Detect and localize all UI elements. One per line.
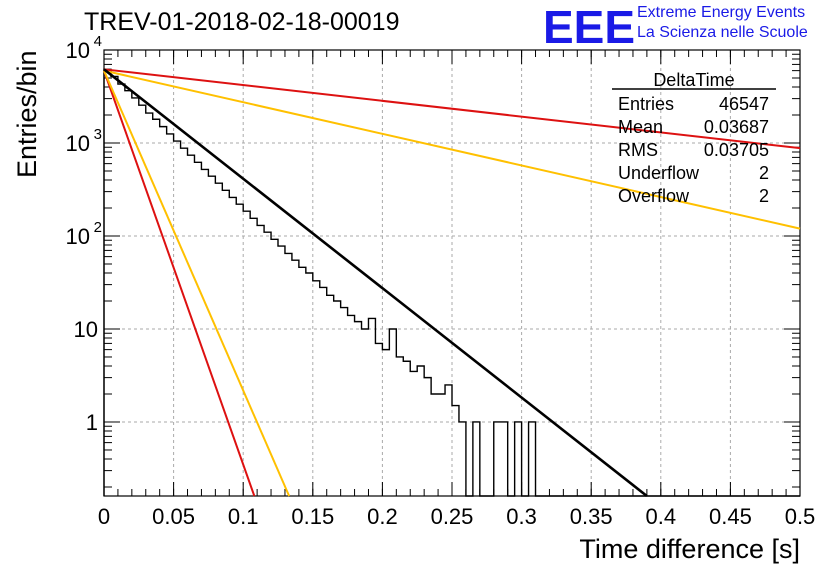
x-axis-label: Time difference [s] — [579, 534, 800, 564]
fit-line-0 — [103, 70, 256, 497]
y-tick-exponent: 3 — [94, 126, 102, 143]
chart-title: TREV-01-2018-02-18-00019 — [84, 8, 400, 36]
fit-line-4 — [103, 68, 648, 498]
stats-box-value: 0.03687 — [704, 117, 769, 137]
y-tick-label: 10 — [74, 317, 98, 342]
fit-line-1 — [103, 70, 291, 497]
histogram-line — [103, 68, 800, 497]
logo-line-2: La Scienza nelle Scuole — [637, 24, 808, 41]
x-tick-label: 0.25 — [431, 504, 474, 529]
x-tick-label: 0.05 — [152, 504, 195, 529]
x-tick-label: 0.15 — [291, 504, 334, 529]
stats-box-value: 2 — [759, 186, 769, 206]
x-tick-label: 0.3 — [506, 504, 537, 529]
logo-line-1: Extreme Energy Events — [637, 4, 806, 21]
fit-line-3 — [103, 68, 801, 150]
x-tick-label: 0.35 — [570, 504, 613, 529]
stats-box-label: Mean — [618, 117, 663, 137]
x-tick-label: 0 — [98, 504, 110, 529]
stats-box-label: Entries — [618, 94, 674, 114]
stats-box-value: 2 — [759, 163, 769, 183]
x-tick-label: 0.2 — [367, 504, 398, 529]
x-tick-label: 0.45 — [709, 504, 752, 529]
y-tick-label: 10 — [66, 224, 90, 249]
stats-box-title: DeltaTime — [653, 70, 734, 90]
x-tick-label: 0.5 — [785, 504, 816, 529]
y-tick-label: 10 — [66, 38, 90, 63]
fit-line-2 — [103, 69, 801, 230]
y-tick-label: 1 — [86, 410, 98, 435]
x-tick-label: 0.4 — [646, 504, 677, 529]
stats-box-label: Overflow — [618, 186, 690, 206]
stats-box-label: Underflow — [618, 163, 700, 183]
stats-box-value: 0.03705 — [704, 140, 769, 160]
stats-box-value: 46547 — [719, 94, 769, 114]
y-tick-label: 10 — [66, 131, 90, 156]
y-tick-exponent: 4 — [94, 33, 102, 50]
y-tick-exponent: 2 — [94, 219, 102, 236]
x-tick-label: 0.1 — [228, 504, 259, 529]
stats-box-label: RMS — [618, 140, 658, 160]
eee-logo: EEE — [543, 1, 636, 53]
